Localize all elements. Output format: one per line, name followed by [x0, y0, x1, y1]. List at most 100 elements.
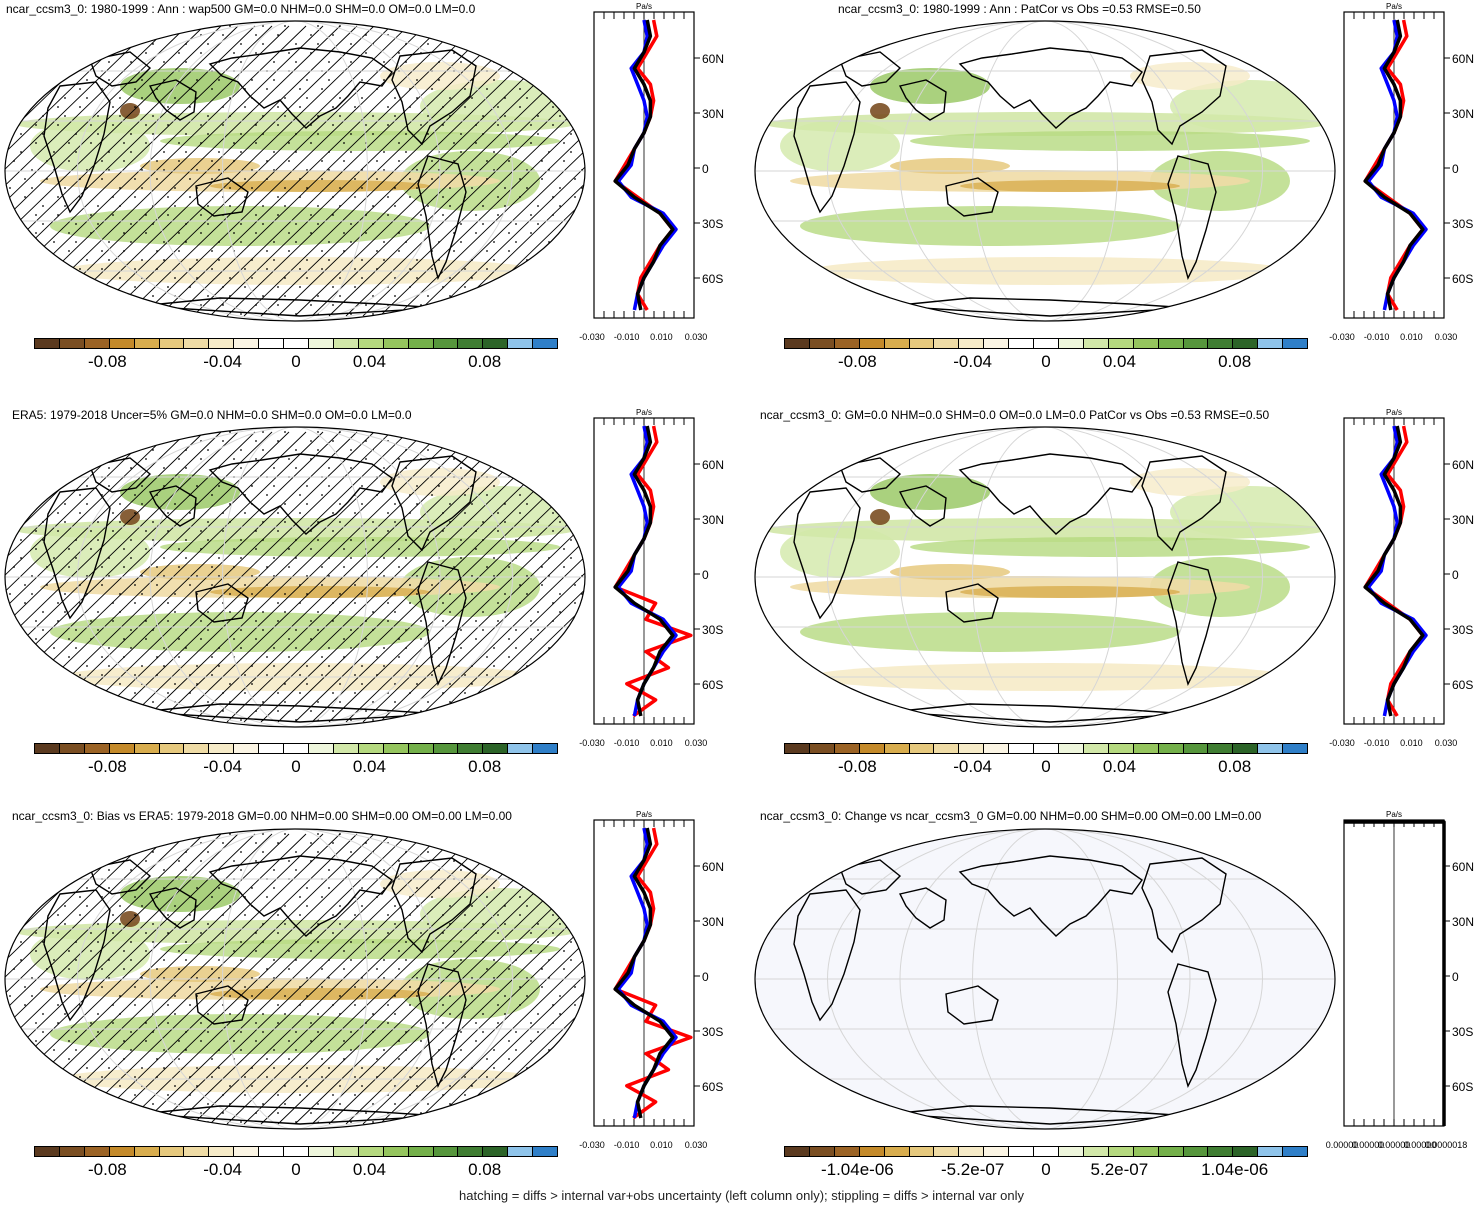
colorbar-swatch	[1158, 744, 1184, 753]
colorbar-swatch	[1283, 744, 1308, 753]
colorbar-label: 0	[1041, 1160, 1051, 1179]
colorbar-swatch	[383, 1147, 409, 1156]
colorbar-swatch	[508, 1147, 534, 1156]
colorbar-swatch	[159, 744, 185, 753]
colorbar-swatch	[433, 1147, 459, 1156]
colorbar-swatch	[1233, 744, 1259, 753]
colorbar-swatch	[1034, 339, 1059, 348]
colorbar-swatch	[1009, 339, 1035, 348]
field-contour	[870, 103, 890, 119]
graticule	[755, 427, 1335, 727]
colorbar-swatch	[1258, 339, 1284, 348]
colorbar-swatch	[1058, 744, 1084, 753]
colorbar-swatch	[184, 744, 210, 753]
colorbar-swatch	[483, 339, 509, 348]
colorbar-swatch	[1283, 339, 1308, 348]
zonal-ytick-label: 60N	[1452, 458, 1474, 472]
zonal-unit-label: Pa/s	[1386, 408, 1402, 417]
colorbar-swatch	[259, 744, 285, 753]
colorbar-swatch	[909, 339, 935, 348]
colorbar-label: 0.04	[352, 352, 386, 371]
colorbar-swatch	[1108, 744, 1134, 753]
zonal-series-line	[613, 827, 675, 1119]
colorbar-swatch	[1083, 339, 1109, 348]
zonal-ytick-label: 0	[1452, 568, 1459, 582]
panel-title: ERA5: 1979-2018 Uncer=5% GM=0.0 NHM=0.0 …	[12, 408, 412, 422]
panel-title: ncar_ccsm3_0: Bias vs ERA5: 1979-2018 GM…	[12, 809, 512, 823]
field-contour	[910, 131, 1310, 151]
zonal-xtick-label: -0.030	[579, 738, 605, 748]
zonal-unit-label: Pa/s	[1386, 2, 1402, 11]
field-contour	[50, 1014, 430, 1054]
colorbar-label: 5.2e-07	[1090, 1160, 1149, 1179]
field-contour	[800, 206, 1180, 246]
colorbar-swatch	[159, 339, 185, 348]
field-contour	[380, 870, 500, 898]
field-contour	[870, 68, 990, 104]
colorbar-swatch	[959, 1147, 985, 1156]
colorbar-swatch	[809, 1147, 835, 1156]
colorbar-swatch	[84, 1147, 110, 1156]
map-outline	[4, 20, 586, 322]
colorbar-swatch	[859, 1147, 885, 1156]
colorbar-swatch	[209, 339, 235, 348]
coastlines	[43, 35, 542, 317]
colorbar	[34, 338, 558, 349]
colorbar	[34, 743, 558, 754]
zonal-series-line	[613, 19, 675, 311]
colorbar-swatch	[1183, 744, 1209, 753]
zonal-ytick-label: 0	[1452, 970, 1459, 984]
zonal-ytick-label: 0	[702, 162, 709, 176]
colorbar-label: -0.08	[87, 757, 127, 776]
colorbar-label: -0.08	[87, 1160, 127, 1179]
field-contour	[120, 911, 140, 927]
zonal-ytick-label: 30N	[1452, 513, 1474, 527]
colorbar-swatch	[333, 744, 359, 753]
zonal-xtick-label: 0.010	[650, 1140, 673, 1150]
colorbar-label: 0.08	[1218, 352, 1252, 371]
colorbar-swatch	[884, 744, 910, 753]
zonal-xtick-label: -0.010	[1364, 738, 1390, 748]
colorbar-swatch	[333, 1147, 359, 1156]
colorbar-label: 0.08	[1218, 757, 1252, 776]
colorbar-swatch	[209, 1147, 235, 1156]
panel-title: ncar_ccsm3_0: 1980-1999 : Ann : wap500 G…	[6, 2, 476, 16]
zonal-series-line	[613, 425, 693, 718]
colorbar-swatch	[809, 744, 835, 753]
zonal-mean-plot: Pa/s -0.030 -0.010 0.010 0.030 60N 30N 0 30S 60S	[579, 810, 724, 1150]
colorbar-swatch	[909, 744, 935, 753]
zonal-ytick-label: 60N	[1452, 860, 1474, 874]
colorbar-swatch	[59, 1147, 85, 1156]
colorbar-swatch	[785, 744, 810, 753]
colorbar-swatch	[1183, 1147, 1209, 1156]
field-contour	[910, 537, 1310, 557]
colorbar-swatch	[159, 1147, 185, 1156]
colorbar-swatch	[1058, 1147, 1084, 1156]
colorbar-label: -0.04	[203, 757, 242, 776]
zonal-series-line	[613, 19, 675, 311]
field-contour	[140, 966, 260, 982]
zonal-ytick-label: 30S	[702, 623, 723, 637]
colorbar-swatch	[859, 339, 885, 348]
field-contour	[960, 180, 1180, 192]
colorbar-swatch	[35, 339, 60, 348]
colorbar-swatch	[1158, 339, 1184, 348]
colorbar-swatch	[59, 744, 85, 753]
colorbar-label: -0.08	[87, 352, 127, 371]
colorbar-swatch	[35, 744, 60, 753]
zonal-xtick-label: 0.00000	[1352, 1140, 1385, 1150]
colorbar-swatch	[284, 339, 309, 348]
zonal-ytick-label: 0	[702, 568, 709, 582]
zonal-xtick-label: -0.010	[1364, 332, 1390, 342]
zonal-xtick-label: 0.010	[650, 332, 673, 342]
map-outline	[4, 828, 586, 1130]
colorbar-swatch	[1133, 744, 1159, 753]
colorbar-label: 0.08	[468, 352, 502, 371]
zonal-ytick-label: 60S	[1452, 272, 1473, 286]
colorbar-swatch	[959, 339, 985, 348]
colorbar-swatch	[383, 744, 409, 753]
zonal-series-line	[1363, 19, 1425, 311]
colorbar-swatch	[109, 1147, 135, 1156]
zonal-unit-label: Pa/s	[1386, 810, 1402, 819]
colorbar-swatch	[533, 744, 558, 753]
